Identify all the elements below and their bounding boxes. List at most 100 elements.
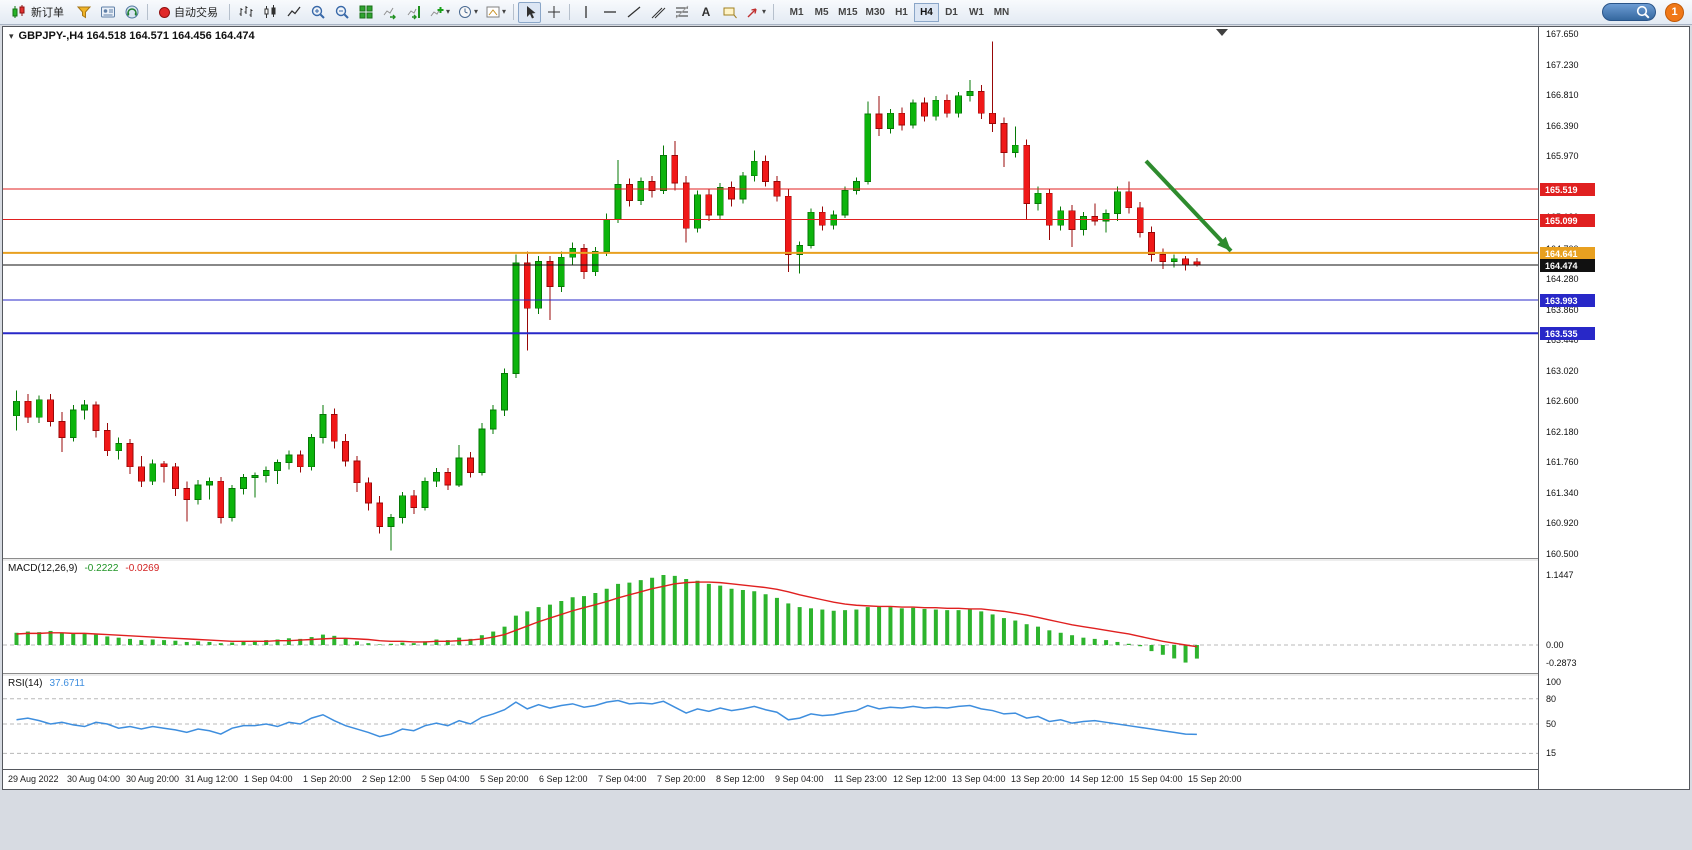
timeframe-button-D1[interactable]: D1 (939, 3, 964, 22)
arrows-button[interactable]: ▾ (742, 2, 769, 23)
price-pane[interactable]: ▾ GBPJPY-,H4 164.518 164.571 164.456 164… (3, 27, 1538, 558)
zoom-in-icon (311, 5, 325, 19)
line-chart-button[interactable] (282, 2, 305, 23)
timeframe-button-M15[interactable]: M15 (834, 3, 861, 22)
crosshair-icon (547, 6, 560, 18)
search-button[interactable] (1602, 3, 1656, 21)
autotrading-status-icon (159, 6, 170, 18)
macd-canvas[interactable] (3, 561, 1538, 673)
chart-shift-button[interactable] (402, 2, 425, 23)
tile-windows-icon (359, 5, 372, 19)
community-button[interactable] (120, 2, 143, 23)
trend-arrow-object[interactable] (1144, 159, 1233, 253)
price-axis-label: 160.500 (1546, 548, 1579, 559)
candle-body (818, 211, 826, 226)
price-level-badge: 163.535 (1540, 327, 1595, 341)
dropdown-caret-icon: ▾ (446, 7, 451, 16)
workspace-background (0, 790, 1692, 850)
indicators-button[interactable]: ▾ (426, 2, 453, 23)
candle-body (603, 219, 611, 252)
rsi-label: RSI(14) 37.6711 (8, 678, 85, 689)
rsi-pane[interactable]: RSI(14) 37.6711 (3, 676, 1538, 769)
timeframe-button-M1[interactable]: M1 (784, 3, 809, 22)
horizontal-line-button[interactable] (598, 2, 621, 23)
price-axis-label: 167.230 (1546, 59, 1579, 70)
candle-body (364, 482, 372, 504)
text-label-button[interactable] (718, 2, 741, 23)
candle-body (841, 189, 849, 216)
candle-body (1125, 191, 1133, 209)
candle-body (1148, 232, 1155, 255)
candle-body (115, 443, 123, 452)
text-button[interactable]: A (694, 2, 717, 23)
trendline-button[interactable] (622, 2, 645, 23)
candles-series (13, 41, 1201, 551)
candle-body (308, 437, 316, 468)
periods-button[interactable]: ▾ (454, 2, 481, 23)
autotrading-button[interactable]: 自动交易 (152, 2, 225, 23)
candle-body (637, 181, 645, 201)
price-axis-label: 167.650 (1546, 29, 1579, 39)
collapse-caret-icon[interactable]: ▾ (9, 30, 14, 41)
chart-shift-icon (407, 6, 420, 20)
channel-button[interactable] (646, 2, 669, 23)
rsi-canvas[interactable] (3, 676, 1538, 769)
candle-body (489, 409, 497, 430)
candle-body (421, 480, 429, 508)
auto-scroll-button[interactable] (378, 2, 401, 23)
svg-text:A: A (701, 5, 710, 19)
timeframe-button-W1[interactable]: W1 (964, 3, 989, 22)
bars-chart-button[interactable] (234, 2, 257, 23)
chart-window: ▾ GBPJPY-,H4 164.518 164.571 164.456 164… (2, 26, 1690, 790)
candle-body (330, 413, 338, 442)
timeframe-button-H4[interactable]: H4 (913, 2, 939, 22)
time-axis[interactable]: 29 Aug 2022 30 Aug 04:00 30 Aug 20:00 31 Au… (3, 769, 1538, 789)
zoom-out-button[interactable] (330, 2, 353, 23)
notification-badge[interactable]: 1 (1665, 2, 1684, 22)
rsi-name: RSI(14) (8, 678, 43, 689)
candle-body (853, 181, 860, 191)
time-axis-label: 7 Sep 04:00 (598, 774, 647, 784)
candles-chart-icon (264, 5, 275, 18)
candle-body (274, 461, 281, 471)
funnel-button[interactable] (72, 2, 95, 23)
fibonacci-button[interactable] (670, 2, 693, 23)
vertical-line-button[interactable] (574, 2, 597, 23)
profile-button[interactable] (96, 2, 119, 23)
price-scale[interactable]: 167.650 167.230 166.810 166.390 165.970 165.5… (1538, 27, 1689, 789)
candle-body (626, 184, 633, 201)
cursor-button[interactable] (518, 1, 542, 23)
candle-body (1091, 216, 1099, 222)
macd-axis-label: 1.1447 (1546, 570, 1574, 580)
time-axis-label: 31 Aug 12:00 (185, 774, 239, 784)
timeframe-button-M30[interactable]: M30 (862, 3, 889, 22)
indicators-plus-icon (430, 7, 444, 17)
candle-body (353, 460, 361, 484)
candle-body (966, 91, 974, 97)
funnel-icon (76, 6, 91, 19)
candle-body (342, 440, 350, 462)
candle-body (977, 91, 985, 114)
tile-windows-button[interactable] (354, 2, 377, 23)
candle-body (523, 262, 531, 309)
new-order-button[interactable]: 新订单 (4, 2, 71, 23)
candle-body (410, 495, 418, 508)
chart-shift-marker[interactable] (1216, 29, 1228, 36)
pane-divider[interactable] (3, 673, 1689, 676)
timeframe-button-M5[interactable]: M5 (809, 3, 834, 22)
crosshair-button[interactable] (542, 2, 565, 23)
timeframe-button-MN[interactable]: MN (989, 3, 1014, 22)
candles-chart-button[interactable] (258, 2, 281, 23)
candle-body (13, 400, 20, 417)
candle-body (1045, 192, 1053, 226)
pane-divider[interactable] (3, 558, 1689, 561)
objects-button[interactable]: ▾ (482, 2, 509, 23)
time-axis-label: 8 Sep 12:00 (716, 774, 765, 784)
search-icon (1636, 5, 1650, 19)
price-chart-canvas[interactable] (3, 27, 1538, 558)
zoom-in-button[interactable] (306, 2, 329, 23)
time-axis-label: 5 Sep 20:00 (480, 774, 529, 784)
candle-body (728, 187, 735, 200)
timeframe-button-H1[interactable]: H1 (889, 3, 914, 22)
macd-pane[interactable]: MACD(12,26,9) -0.2222 -0.0269 (3, 561, 1538, 673)
